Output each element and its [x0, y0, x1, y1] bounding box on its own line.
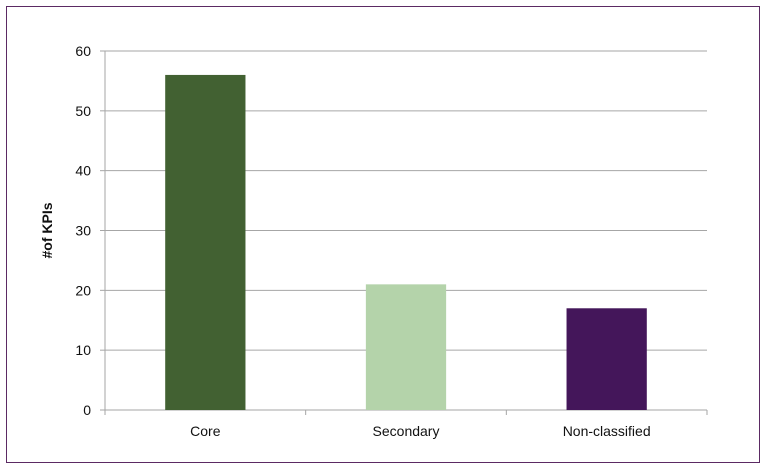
y-tick-label: 10 — [75, 342, 91, 358]
bar-core — [165, 74, 246, 410]
bar-non-classified — [566, 308, 647, 410]
bar-secondary — [365, 284, 447, 410]
x-tick-label: Non-classified — [563, 423, 651, 439]
y-tick-labels: 0 10 20 30 40 50 60 — [75, 43, 91, 418]
x-tick-labels: Core Secondary Non-classified — [190, 423, 650, 439]
y-tick-label: 30 — [75, 223, 91, 239]
y-tick-label: 0 — [83, 402, 91, 418]
x-tick-label: Core — [190, 423, 221, 439]
y-tick-label: 40 — [75, 163, 91, 179]
y-tick-label: 60 — [75, 43, 91, 59]
y-tick-label: 20 — [75, 282, 91, 298]
y-tick-label: 50 — [75, 103, 91, 119]
bars — [165, 74, 647, 410]
y-axis-title: #of KPIs — [39, 202, 55, 258]
x-tick-label: Secondary — [373, 423, 440, 439]
